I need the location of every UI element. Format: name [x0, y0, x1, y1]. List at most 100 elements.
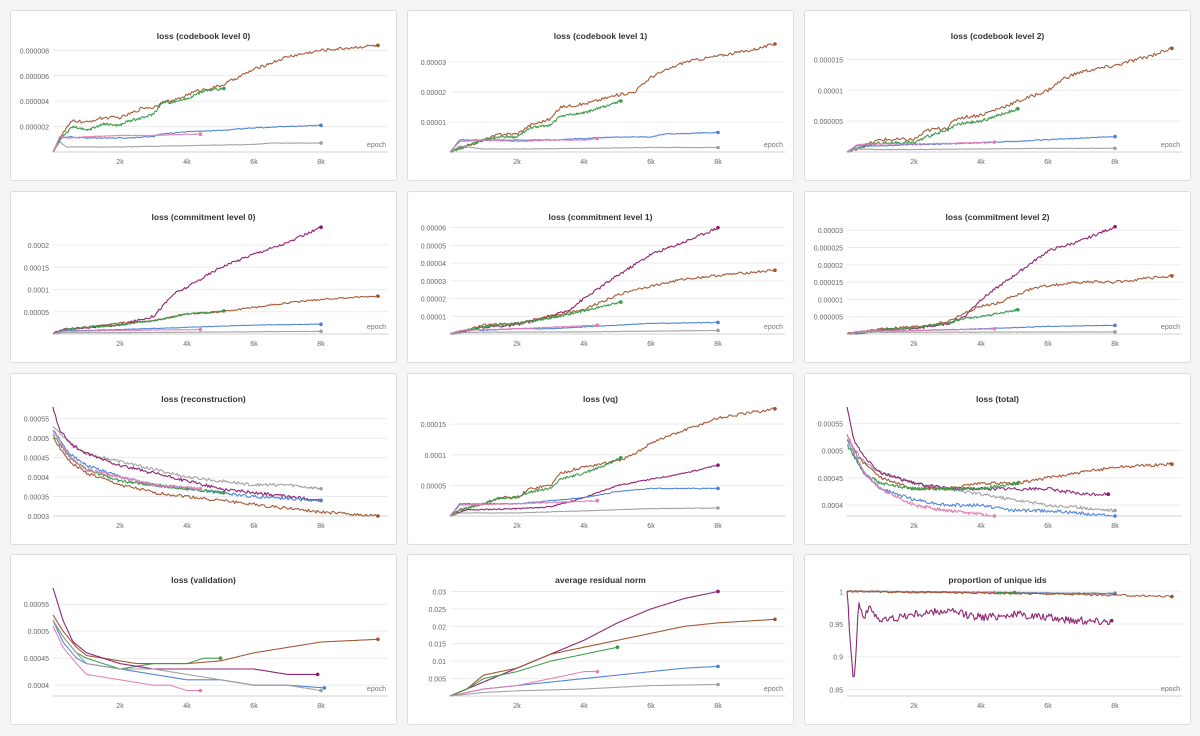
- y-tick-label: 0.0002: [28, 243, 50, 250]
- series-end-point: [615, 645, 620, 650]
- series-line-gray: [449, 507, 719, 517]
- x-tick-label: 6k: [250, 703, 258, 710]
- x-tick-label: 2k: [910, 523, 918, 530]
- series-end-point: [315, 672, 320, 677]
- x-tick-label: 8k: [317, 159, 325, 166]
- x-tick-label: 4k: [183, 523, 191, 530]
- y-tick-label: 0.85: [829, 687, 843, 694]
- x-tick-label: 2k: [513, 159, 521, 166]
- chart-title: loss (reconstruction): [161, 394, 246, 404]
- series-end-point: [773, 42, 777, 46]
- series-line-green: [450, 100, 621, 153]
- series-end-point: [322, 686, 327, 690]
- series-end-point: [595, 136, 600, 141]
- chart-panel: loss (commitment level 1) 0.00001 0.00002 0…: [407, 191, 794, 363]
- x-tick-label: 4k: [977, 341, 985, 348]
- series-line-pink: [846, 141, 995, 153]
- series-end-point: [319, 498, 323, 503]
- x-tick-label: 2k: [513, 341, 521, 348]
- chart-title: loss (commitment level 1): [548, 212, 653, 222]
- series-end-point: [992, 514, 997, 518]
- y-tick-label: 0.00005: [24, 310, 49, 317]
- chart-canvas: 0.000005 0.00001 0.000015 2k 4k 6k 8k epoch: [814, 46, 1182, 166]
- x-tick-label: 8k: [317, 341, 325, 348]
- chart-panel: loss (codebook level 1) 0.00001 0.00002 0.0…: [407, 10, 794, 181]
- chart-canvas: 0.0003 0.00035 0.0004 0.00045 0.0005 0.00055 2…: [24, 406, 388, 530]
- y-tick-label: 0.00001: [818, 297, 843, 304]
- series-end-point: [1113, 134, 1117, 139]
- y-tick-label: 0.000002: [20, 125, 49, 132]
- series-line-pink: [449, 324, 598, 335]
- chart-title: loss (codebook level 2): [950, 31, 1045, 41]
- series-end-point: [1170, 46, 1174, 51]
- chart-panel: average residual norm 0.005 0.01 0.015 0.02 0…: [407, 554, 794, 725]
- y-tick-label: 0.00006: [421, 226, 446, 233]
- series-line-gray: [846, 331, 1116, 335]
- series-end-point: [716, 145, 720, 150]
- x-tick-label: 6k: [1044, 341, 1052, 348]
- x-axis-label: epoch: [764, 686, 783, 693]
- series-line-pink: [449, 138, 598, 153]
- x-tick-label: 8k: [714, 341, 722, 348]
- x-tick-label: 8k: [714, 703, 722, 710]
- series-line-green: [450, 301, 621, 335]
- series-line-pink: [846, 328, 995, 335]
- series-line-purple: [846, 591, 1112, 678]
- series-end-point: [319, 688, 323, 693]
- series-end-point: [619, 300, 623, 304]
- chart-title: loss (commitment level 0): [151, 212, 256, 222]
- y-tick-label: 0.000015: [814, 280, 843, 287]
- series-line-purple: [52, 226, 322, 335]
- chart-canvas: 0.000002 0.000004 0.000006 0.000008 2k 4k 6k 8k…: [20, 43, 388, 166]
- x-tick-label: 8k: [1111, 341, 1119, 348]
- x-axis-label: epoch: [764, 324, 783, 331]
- series-end-point: [1113, 514, 1117, 518]
- x-tick-label: 6k: [1044, 159, 1052, 166]
- series-end-point: [218, 656, 223, 660]
- series-line-gray: [846, 147, 1116, 153]
- chart-title: proportion of unique ids: [948, 575, 1047, 585]
- chart-title: loss (commitment level 2): [945, 212, 1050, 222]
- y-tick-label: 0.00003: [818, 228, 843, 235]
- series-line-gray: [52, 620, 322, 692]
- series-end-point: [198, 688, 203, 693]
- y-tick-label: 0.0004: [28, 475, 50, 482]
- series-line-brown: [449, 269, 776, 335]
- series-end-point: [319, 322, 323, 327]
- y-tick-label: 0.03: [432, 589, 446, 596]
- series-line-purple: [52, 587, 318, 675]
- chart-panel: loss (codebook level 0) 0.000002 0.000004 0…: [10, 10, 397, 181]
- series-end-point: [716, 682, 720, 687]
- series-end-point: [319, 123, 323, 128]
- y-tick-label: 0.00055: [24, 602, 49, 609]
- series-end-point: [992, 327, 997, 331]
- y-tick-label: 0.00001: [421, 120, 446, 127]
- chart-canvas: 0.00001 0.00002 0.00003 2k 4k 6k 8k epoch: [421, 42, 785, 166]
- series-end-point: [222, 86, 226, 91]
- series-end-point: [595, 498, 600, 503]
- x-tick-label: 6k: [647, 341, 655, 348]
- y-tick-label: 0.00045: [24, 656, 49, 663]
- y-tick-label: 0.00005: [421, 243, 446, 250]
- series-end-point: [198, 486, 203, 491]
- y-tick-label: 0.0005: [28, 436, 50, 443]
- chart-title: average residual norm: [555, 575, 646, 585]
- series-line-green: [847, 107, 1019, 153]
- y-tick-label: 0.00003: [421, 279, 446, 286]
- series-end-point: [1113, 224, 1117, 229]
- chart-title: loss (total): [976, 394, 1019, 404]
- series-end-point: [992, 140, 997, 144]
- series-end-point: [619, 456, 623, 460]
- y-tick-label: 0.00004: [421, 261, 446, 268]
- y-tick-label: 0.005: [428, 677, 446, 684]
- y-tick-label: 0.00015: [421, 422, 446, 429]
- y-tick-label: 0.9: [833, 655, 843, 662]
- series-end-point: [773, 268, 777, 272]
- chart-panel: loss (commitment level 2) 0.000005 0.00001…: [804, 191, 1191, 363]
- x-axis-label: epoch: [764, 142, 783, 149]
- x-axis-label: epoch: [1161, 142, 1180, 149]
- y-tick-label: 0.000004: [20, 99, 49, 106]
- series-end-point: [319, 225, 323, 230]
- x-tick-label: 2k: [116, 703, 124, 710]
